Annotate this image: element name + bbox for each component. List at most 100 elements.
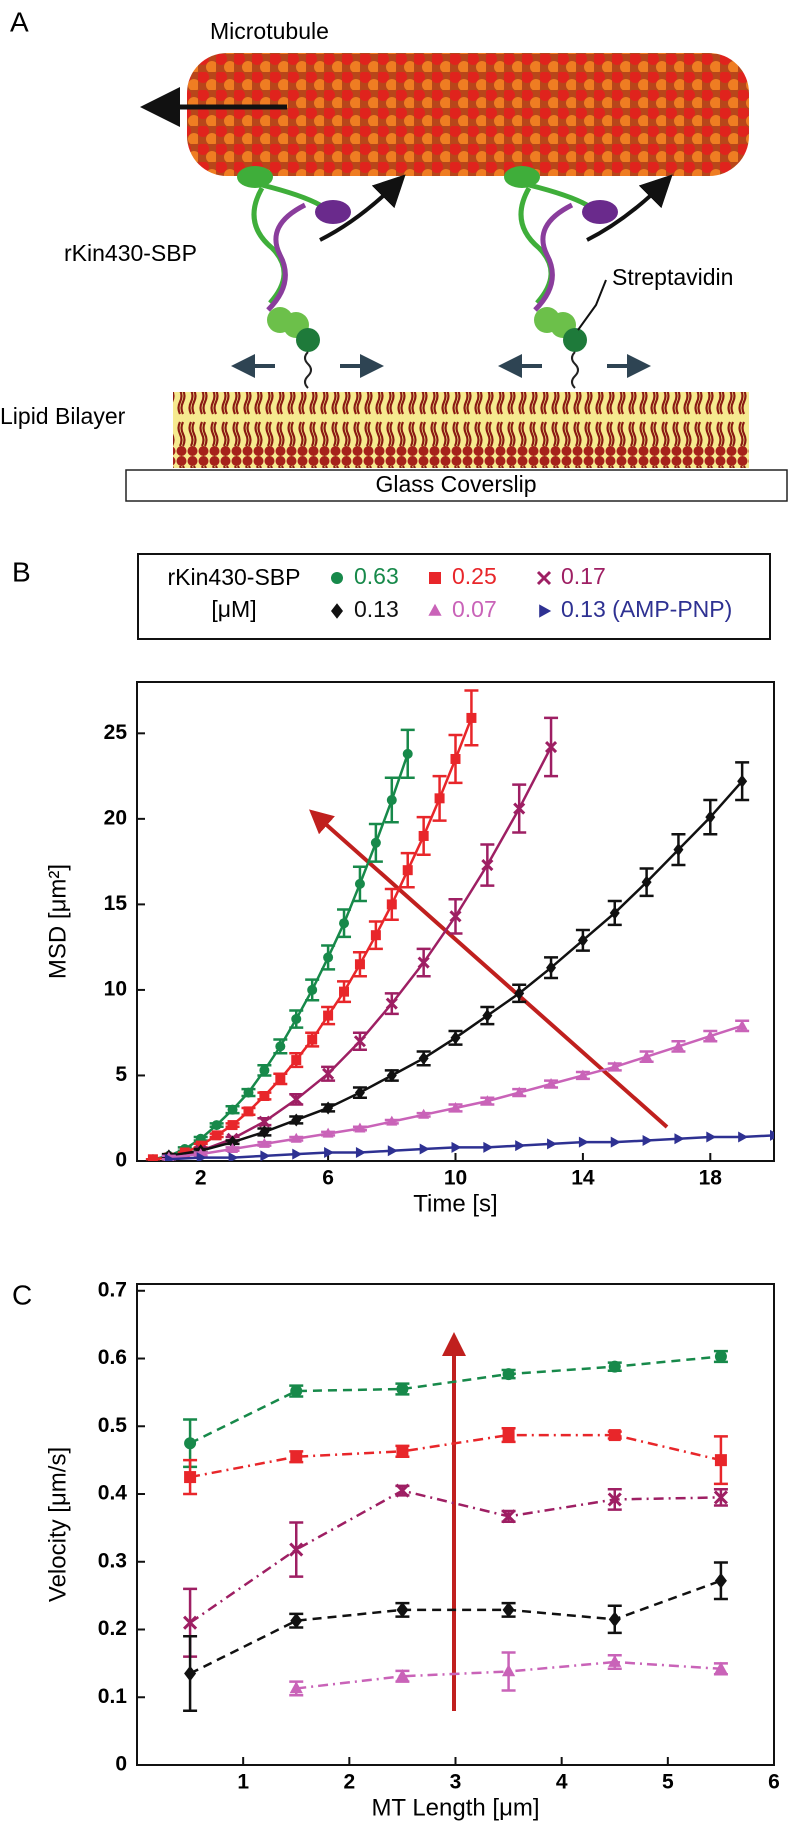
- marker: [609, 906, 620, 920]
- legend-marker: [539, 604, 552, 618]
- lipid-bilayer: [173, 392, 749, 468]
- marker: [196, 1152, 207, 1161]
- marker: [290, 1450, 303, 1463]
- y-axis-label: MSD [μm²]: [44, 864, 71, 979]
- marker: [608, 1429, 621, 1442]
- marker: [608, 1654, 622, 1667]
- marker: [481, 1095, 493, 1106]
- x-tick-label: 2: [343, 1771, 355, 1794]
- marker: [515, 1140, 526, 1152]
- marker: [243, 1106, 254, 1117]
- marker: [544, 740, 558, 754]
- marker: [513, 1086, 525, 1097]
- marker: [370, 930, 381, 941]
- coverslip-label: Glass Coverslip: [375, 471, 536, 497]
- marker: [184, 1471, 197, 1484]
- marker: [451, 1141, 462, 1153]
- x-tick-label: 18: [699, 1167, 723, 1190]
- y-tick-label: 0.1: [98, 1685, 128, 1708]
- marker: [323, 1101, 334, 1115]
- marker: [513, 802, 526, 815]
- marker: [260, 1150, 271, 1161]
- y-tick-label: 0.4: [98, 1482, 128, 1505]
- marker: [641, 1050, 653, 1061]
- marker: [291, 1113, 302, 1127]
- marker: [259, 1125, 270, 1139]
- marker: [307, 1034, 318, 1045]
- marker: [354, 1086, 365, 1100]
- marker: [673, 843, 684, 857]
- marker: [674, 1133, 685, 1145]
- x-axis-label: Time [s]: [413, 1190, 497, 1217]
- y-tick-label: 10: [104, 977, 127, 1000]
- marker: [502, 1602, 515, 1618]
- marker: [419, 1143, 430, 1155]
- x-axis-label: MT Length [μm]: [371, 1794, 539, 1821]
- marker: [577, 933, 588, 947]
- marker: [418, 1108, 430, 1119]
- marker: [545, 1078, 557, 1089]
- marker: [396, 1383, 409, 1396]
- panel-a: A Microtubule: [0, 6, 788, 502]
- marker: [227, 1120, 238, 1131]
- legend-title: [μM]: [211, 596, 256, 622]
- marker: [607, 1492, 622, 1507]
- legend-marker: [331, 572, 343, 584]
- marker: [736, 1019, 748, 1030]
- legend-label: 0.25: [452, 563, 497, 589]
- marker: [402, 865, 413, 876]
- marker: [259, 1065, 270, 1076]
- panel-label: B: [12, 556, 31, 587]
- marker: [609, 1060, 621, 1071]
- x-tick-label: 4: [556, 1771, 568, 1794]
- marker: [290, 1612, 303, 1629]
- motor: [498, 166, 673, 389]
- marker: [339, 918, 350, 929]
- x-tick-label: 5: [662, 1771, 674, 1794]
- marker: [258, 1137, 270, 1148]
- marker: [450, 1101, 461, 1112]
- legend-label: 0.13 (AMP-PNP): [561, 596, 732, 622]
- y-tick-label: 0: [115, 1149, 127, 1172]
- panel-label: A: [10, 6, 29, 37]
- marker: [184, 1665, 197, 1682]
- marker: [353, 1035, 367, 1048]
- marker: [396, 1602, 409, 1618]
- marker: [402, 748, 413, 759]
- marker: [291, 1014, 302, 1025]
- series: [164, 1129, 774, 1161]
- x-tick-label: 14: [571, 1167, 595, 1190]
- motor: [231, 166, 406, 389]
- series: [145, 689, 479, 1161]
- series-line: [189, 1489, 721, 1624]
- legend: rKin430-SBP [μM]: [137, 553, 771, 640]
- series: [183, 1561, 728, 1713]
- marker: [211, 1120, 222, 1131]
- x-tick-label: 3: [450, 1771, 462, 1794]
- marker: [386, 795, 397, 806]
- marker: [323, 1010, 334, 1021]
- series-line: [189, 1433, 722, 1479]
- marker: [714, 1350, 727, 1363]
- series-line: [189, 1579, 722, 1675]
- legend-marker: [536, 570, 552, 586]
- marker: [714, 1572, 727, 1589]
- legend-marker: [428, 603, 442, 616]
- marker: [243, 1087, 254, 1098]
- marker: [608, 1611, 621, 1628]
- marker: [608, 1360, 621, 1373]
- marker: [770, 1129, 774, 1141]
- marker: [610, 1136, 621, 1148]
- marker: [355, 1146, 366, 1158]
- marker: [434, 793, 445, 804]
- y-tick-label: 0.2: [98, 1617, 127, 1640]
- marker: [291, 1055, 302, 1066]
- y-tick-label: 5: [115, 1063, 127, 1086]
- x-tick-label: 2: [195, 1167, 207, 1190]
- marker: [386, 899, 397, 910]
- series: [161, 1019, 750, 1161]
- x-tick-label: 1: [237, 1771, 249, 1794]
- marker: [227, 1143, 239, 1154]
- marker: [705, 810, 716, 824]
- marker: [449, 910, 462, 923]
